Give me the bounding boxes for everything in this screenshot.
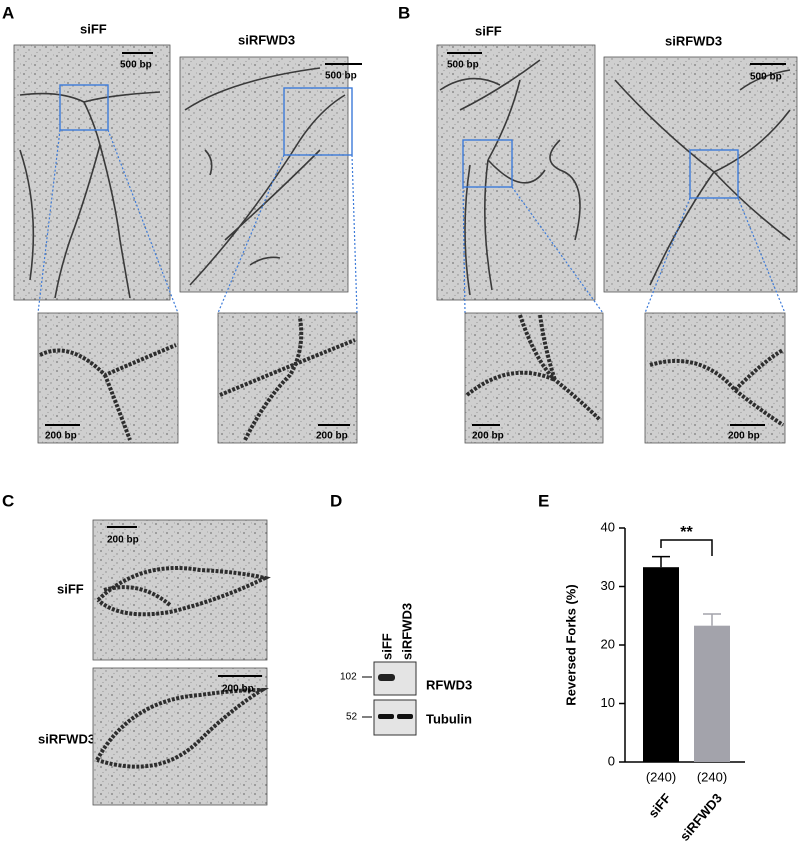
bar xyxy=(694,625,730,762)
scale-label: 200 bp xyxy=(45,431,77,442)
panel-label: D xyxy=(330,491,342,510)
zoom-line xyxy=(511,186,604,314)
condition-label: siFF xyxy=(57,581,84,596)
y-tick-label: 20 xyxy=(601,636,615,651)
y-tick-label: 0 xyxy=(608,753,615,768)
zoom-micrograph xyxy=(464,312,786,444)
micrograph xyxy=(92,519,271,806)
y-tick-label: 40 xyxy=(601,519,615,534)
condition-label: siFF xyxy=(475,23,502,38)
zoom-box xyxy=(462,139,513,188)
zoom-box xyxy=(283,87,353,156)
scale-label: 200 bp xyxy=(316,431,348,442)
zoom-box xyxy=(59,84,109,131)
x-tick-label: siFF xyxy=(645,790,674,820)
scale-label: 500 bp xyxy=(750,72,782,83)
zoom-line xyxy=(351,154,358,314)
marker-label: 102 xyxy=(340,672,357,683)
scale-label: 200 bp xyxy=(222,684,254,695)
condition-label: siRFWD3 xyxy=(38,731,95,746)
scale-label: 500 bp xyxy=(447,60,479,71)
significance-label: ** xyxy=(680,524,693,541)
scale-label: 200 bp xyxy=(472,431,504,442)
condition-label: siFF xyxy=(80,21,107,36)
significance-bracket xyxy=(660,539,713,556)
scale-label: 200 bp xyxy=(107,535,139,546)
zoom-line xyxy=(644,197,691,314)
panel-label: A xyxy=(2,3,14,22)
zoom-box xyxy=(689,149,739,199)
lane-label: siFF xyxy=(379,633,394,660)
marker-label: 52 xyxy=(346,712,358,723)
band-label: Tubulin xyxy=(426,711,472,726)
condition-label: siRFWD3 xyxy=(238,32,295,47)
zoom-line xyxy=(737,197,786,314)
zoom-micrograph xyxy=(37,312,358,444)
y-tick-label: 10 xyxy=(601,695,615,710)
bar xyxy=(643,567,679,762)
panel-label: C xyxy=(2,491,14,510)
count-label: (240) xyxy=(646,769,676,784)
scale-label: 500 bp xyxy=(325,71,357,82)
panel-label: E xyxy=(538,491,549,510)
condition-label: siRFWD3 xyxy=(665,33,722,48)
count-label: (240) xyxy=(697,769,727,784)
y-axis-label: Reversed Forks (%) xyxy=(563,584,578,705)
lane-label: siRFWD3 xyxy=(399,603,414,660)
scale-label: 200 bp xyxy=(728,431,760,442)
zoom-line xyxy=(217,154,285,314)
scale-label: 500 bp xyxy=(120,60,152,71)
zoom-line xyxy=(107,129,179,314)
western-blot xyxy=(362,661,417,736)
zoom-line xyxy=(462,186,466,314)
zoom-line xyxy=(37,129,61,314)
micrograph xyxy=(436,44,798,301)
panel-label: B xyxy=(398,3,410,22)
x-tick-label: siRFWD3 xyxy=(677,790,725,843)
y-tick-label: 30 xyxy=(601,578,615,593)
band-label: RFWD3 xyxy=(426,677,472,692)
micrograph xyxy=(13,44,349,301)
